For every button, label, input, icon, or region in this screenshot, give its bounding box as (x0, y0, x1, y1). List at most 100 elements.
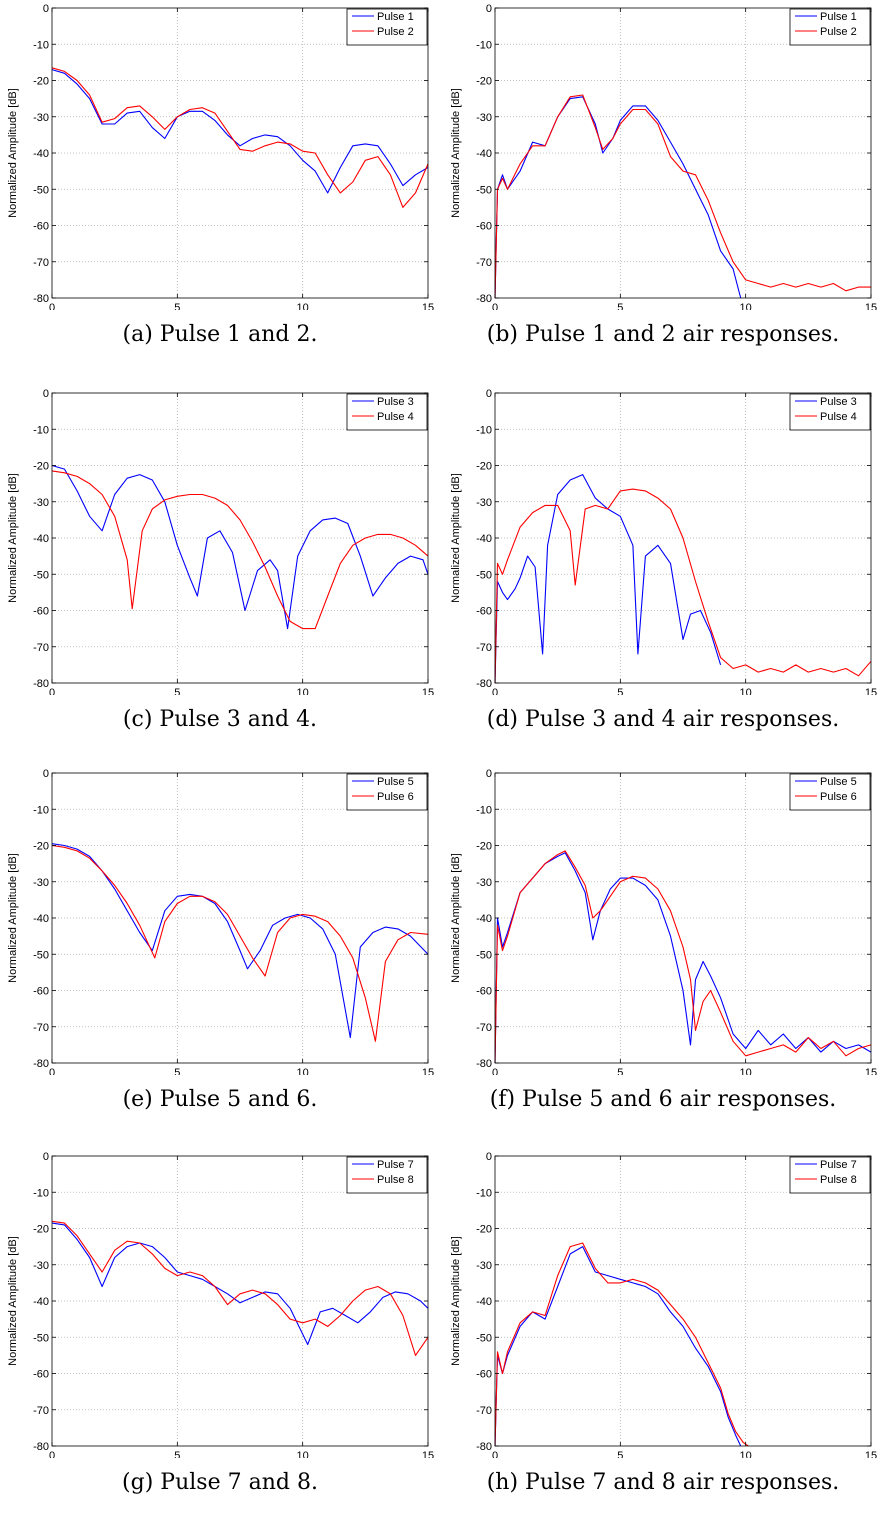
legend-box (789, 1156, 871, 1194)
x-tick-label: 15 (422, 302, 434, 310)
y-tick-label: -70 (476, 1022, 492, 1034)
series-line-2 (51, 67, 429, 208)
y-tick-label: -60 (476, 221, 492, 233)
y-tick-label: -30 (33, 497, 49, 509)
legend-label-1: Pulse 3 (377, 396, 414, 408)
x-tick-label: 0 (49, 1450, 55, 1458)
y-axis-label: Normalized Amplitude [dB] (450, 853, 462, 983)
x-tick-label: 15 (422, 1067, 434, 1075)
y-tick-label: -60 (476, 606, 492, 618)
y-tick-label: -10 (33, 804, 49, 816)
caption-e: (e) Pulse 5 and 6. (122, 1087, 318, 1112)
y-tick-label: -50 (33, 184, 49, 196)
y-tick-label: -30 (33, 1260, 49, 1272)
series-line-1 (51, 1222, 429, 1346)
y-tick-label: -10 (476, 1187, 492, 1199)
plot-area (495, 773, 871, 1063)
legend-label-1: Pulse 5 (377, 776, 414, 788)
x-tick-label: 0 (49, 687, 55, 695)
legend-box (346, 393, 428, 431)
y-tick-label: 0 (43, 768, 49, 780)
x-tick-label: 10 (297, 1450, 309, 1458)
series-line-2 (51, 470, 429, 630)
series-line-1 (494, 474, 722, 684)
y-tick-label: -40 (33, 913, 49, 925)
legend-label-2: Pulse 4 (820, 411, 857, 423)
caption-h: (h) Pulse 7 and 8 air responses. (486, 1470, 840, 1495)
x-tick-label: 10 (740, 1067, 752, 1075)
y-tick-label: -30 (33, 877, 49, 889)
legend-label-2: Pulse 2 (377, 26, 414, 38)
x-tick-label: 5 (617, 1450, 623, 1458)
y-tick-label: -30 (476, 112, 492, 124)
legend-label-1: Pulse 1 (820, 11, 857, 23)
legend-label-2: Pulse 6 (820, 791, 857, 803)
y-tick-label: -70 (476, 257, 492, 269)
y-tick-label: -10 (476, 424, 492, 436)
y-tick-label: -60 (33, 986, 49, 998)
y-tick-label: -20 (476, 1224, 492, 1236)
y-tick-label: -60 (33, 1369, 49, 1381)
y-axis-label: Normalized Amplitude [dB] (7, 88, 19, 218)
x-tick-label: 0 (492, 1067, 498, 1075)
plot-area (495, 8, 871, 298)
y-tick-label: -70 (33, 1022, 49, 1034)
y-tick-label: -80 (476, 1441, 492, 1453)
y-tick-label: -30 (476, 1260, 492, 1272)
series-line-2 (494, 488, 872, 684)
y-tick-label: -20 (33, 1224, 49, 1236)
x-tick-label: 0 (49, 1067, 55, 1075)
y-tick-label: -80 (33, 293, 49, 305)
x-tick-label: 5 (174, 302, 180, 310)
legend-box (346, 1156, 428, 1194)
x-tick-label: 15 (422, 1450, 434, 1458)
series-line-2 (494, 94, 871, 299)
y-tick-label: 0 (486, 1151, 492, 1163)
caption-d: (d) Pulse 3 and 4 air responses. (486, 707, 840, 732)
y-tick-label: -40 (33, 148, 49, 160)
y-tick-label: -80 (33, 678, 49, 690)
y-tick-label: -10 (33, 424, 49, 436)
legend-label-2: Pulse 4 (377, 411, 414, 423)
y-tick-label: 0 (43, 3, 49, 15)
y-tick-label: -30 (33, 112, 49, 124)
legend-box (346, 773, 428, 811)
series-line-1 (51, 464, 429, 630)
caption-b: (b) Pulse 1 and 2 air responses. (486, 322, 840, 347)
x-tick-label: 5 (174, 1450, 180, 1458)
x-tick-label: 5 (174, 687, 180, 695)
x-tick-label: 15 (865, 302, 877, 310)
y-tick-label: -80 (476, 1058, 492, 1070)
y-tick-label: -50 (33, 949, 49, 961)
series-line-2 (494, 1242, 749, 1447)
series-line-1 (51, 69, 429, 194)
x-tick-label: 0 (492, 1450, 498, 1458)
x-tick-label: 10 (297, 302, 309, 310)
series-line-2 (494, 850, 872, 1064)
series-line-2 (51, 844, 429, 1042)
legend-label-2: Pulse 2 (820, 26, 857, 38)
legend-label-1: Pulse 1 (377, 11, 414, 23)
y-tick-label: 0 (43, 388, 49, 400)
series-line-1 (51, 843, 429, 1039)
legend-label-2: Pulse 6 (377, 791, 414, 803)
caption-g: (g) Pulse 7 and 8. (122, 1470, 318, 1495)
y-tick-label: -30 (476, 497, 492, 509)
x-tick-label: 10 (740, 302, 752, 310)
legend-label-2: Pulse 8 (377, 1174, 414, 1186)
y-axis-label: Normalized Amplitude [dB] (7, 473, 19, 603)
y-tick-label: -50 (476, 569, 492, 581)
y-axis-label: Normalized Amplitude [dB] (450, 473, 462, 603)
x-tick-label: 5 (617, 687, 623, 695)
legend-label-2: Pulse 8 (820, 1174, 857, 1186)
legend-label-1: Pulse 7 (820, 1159, 857, 1171)
y-tick-label: -40 (476, 533, 492, 545)
x-tick-label: 10 (740, 687, 752, 695)
